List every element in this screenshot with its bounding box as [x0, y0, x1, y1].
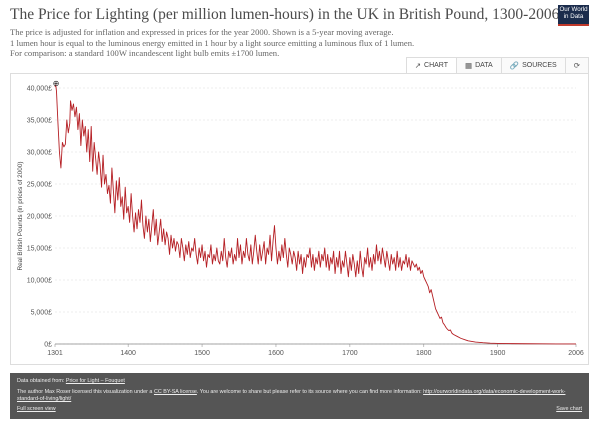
- license-link[interactable]: CC BY-SA license: [154, 389, 197, 395]
- chart-title: The Price for Lighting (per million lume…: [10, 6, 530, 24]
- y-tick-label: 35,000£: [27, 118, 52, 125]
- chart-header: The Price for Lighting (per million lume…: [10, 6, 530, 59]
- y-tick-label: 10,000£: [27, 278, 52, 285]
- logo-line: in Data: [558, 14, 589, 21]
- source-link[interactable]: Price for Light – Fouquet: [66, 378, 125, 384]
- y-tick-label: 25,000£: [27, 182, 52, 189]
- y-tick-label: 0£: [44, 342, 52, 349]
- refresh-button[interactable]: ⟳: [566, 57, 589, 74]
- tab-data[interactable]: ▦ DATA: [457, 57, 502, 74]
- x-tick-label: 1800: [416, 350, 432, 357]
- fullscreen-link[interactable]: Full screen view: [17, 406, 56, 413]
- footer-actions: Full screen view Save chart: [17, 406, 582, 413]
- table-icon: ▦: [465, 61, 472, 70]
- source-prefix: Data obtained from:: [17, 378, 66, 384]
- y-axis-label: Real British Pounds (in prices of 2000): [17, 161, 24, 270]
- y-tick-label: 40,000£: [27, 86, 52, 93]
- save-chart-link[interactable]: Save chart: [556, 406, 582, 413]
- x-tick-label: 1700: [342, 350, 358, 357]
- y-tick-label: 15,000£: [27, 246, 52, 253]
- subtitle-line: 1 lumen hour is equal to the luminous en…: [10, 38, 530, 49]
- y-tick-label: 30,000£: [27, 150, 52, 157]
- license-mid: . You are welcome to share but please re…: [197, 389, 423, 395]
- tab-chart[interactable]: ↗ CHART: [406, 57, 457, 74]
- chart-frame: 0£ 5,000£ 10,000£ 15,000£ 20,000£ 25,000£ 30,0…: [10, 73, 589, 365]
- y-tick-label: 20,000£: [27, 214, 52, 221]
- license-line: The author Max Roser licensed this visua…: [17, 389, 582, 403]
- x-tick-label: 2006: [568, 350, 584, 357]
- series-line: [55, 85, 576, 344]
- link-icon: 🔗: [510, 61, 519, 70]
- y-tick-label: 5,000£: [31, 310, 53, 317]
- tab-label: CHART: [424, 62, 448, 69]
- x-tick-label: 1500: [194, 350, 210, 357]
- x-tick-label: 1400: [120, 350, 136, 357]
- refresh-icon: ⟳: [574, 61, 580, 70]
- tab-label: SOURCES: [522, 62, 557, 69]
- license-prefix: The author Max Roser licensed this visua…: [17, 389, 154, 395]
- line-chart: 0£ 5,000£ 10,000£ 15,000£ 20,000£ 25,000£ 30,0…: [11, 74, 588, 364]
- chart-tabs: ↗ CHART ▦ DATA 🔗 SOURCES ⟳: [406, 57, 589, 74]
- tab-sources[interactable]: 🔗 SOURCES: [502, 57, 566, 74]
- x-tick-label: 1301: [47, 350, 63, 357]
- x-tick-label: 1600: [268, 350, 284, 357]
- owid-logo[interactable]: Our World in Data: [558, 5, 589, 26]
- tab-label: DATA: [475, 62, 493, 69]
- chart-icon: ↗: [415, 61, 421, 70]
- chart-footer: Data obtained from: Price for Light – Fo…: [10, 373, 589, 419]
- annotation-marker: ⊕: [53, 79, 60, 88]
- source-line: Data obtained from: Price for Light – Fo…: [17, 378, 582, 385]
- subtitle-line: The price is adjusted for inflation and …: [10, 27, 530, 38]
- chart-subtitle: The price is adjusted for inflation and …: [10, 27, 530, 59]
- x-tick-label: 1900: [490, 350, 506, 357]
